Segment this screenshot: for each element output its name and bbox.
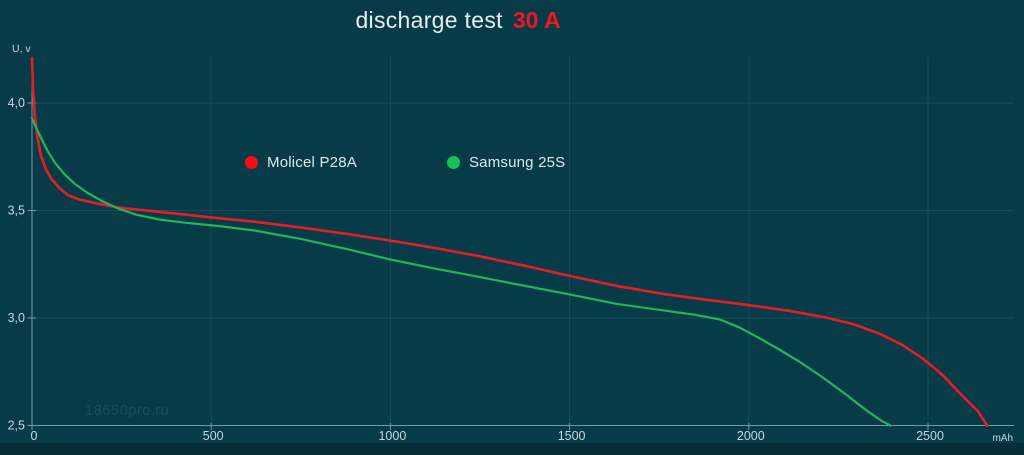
legend: Molicel P28A Samsung 25S: [245, 154, 565, 171]
x-tick-label: 500: [203, 429, 224, 443]
legend-label: Samsung 25S: [468, 154, 566, 171]
series-line-samsung-25s: [30, 116, 892, 427]
series-line-molicel-p28a: [30, 56, 989, 427]
x-tick-label: 1000: [378, 429, 406, 443]
x-tick-label: 1500: [558, 429, 586, 443]
y-axis-unit-label: U, v: [12, 43, 31, 55]
y-tick-label: 3,0: [8, 311, 25, 325]
legend-item-samsung-25s: Samsung 25S: [446, 154, 566, 171]
y-tick-label: 3,5: [8, 204, 25, 218]
axes: [27, 57, 1014, 430]
y-tick-label: 2,5: [8, 419, 25, 433]
x-tick-label: 2000: [737, 429, 765, 443]
legend-label: Molicel P28A: [267, 154, 357, 171]
x-tick-label: 0: [31, 429, 38, 443]
legend-marker-red-icon: [245, 156, 258, 169]
chart-header: discharge test 30 A: [0, 7, 916, 34]
footer-strip: [0, 443, 1024, 455]
x-axis-unit-label: mAh: [992, 433, 1013, 444]
gridlines: [32, 57, 1014, 426]
legend-marker-green-icon: [446, 156, 460, 169]
x-tick-label: 2500: [916, 429, 944, 443]
legend-item-molicel-p28a: Molicel P28A: [245, 154, 357, 171]
chart-title-current-value: 30 A: [512, 7, 561, 33]
watermark: 18650pro.ru: [85, 402, 170, 419]
tick-labels: 0 500 1000 1500 2000 2500 4,0 3,5 3,0 2,5 U, v mAh: [8, 43, 1013, 444]
chart-title: discharge test: [355, 7, 503, 33]
y-tick-label: 4,0: [8, 96, 25, 110]
